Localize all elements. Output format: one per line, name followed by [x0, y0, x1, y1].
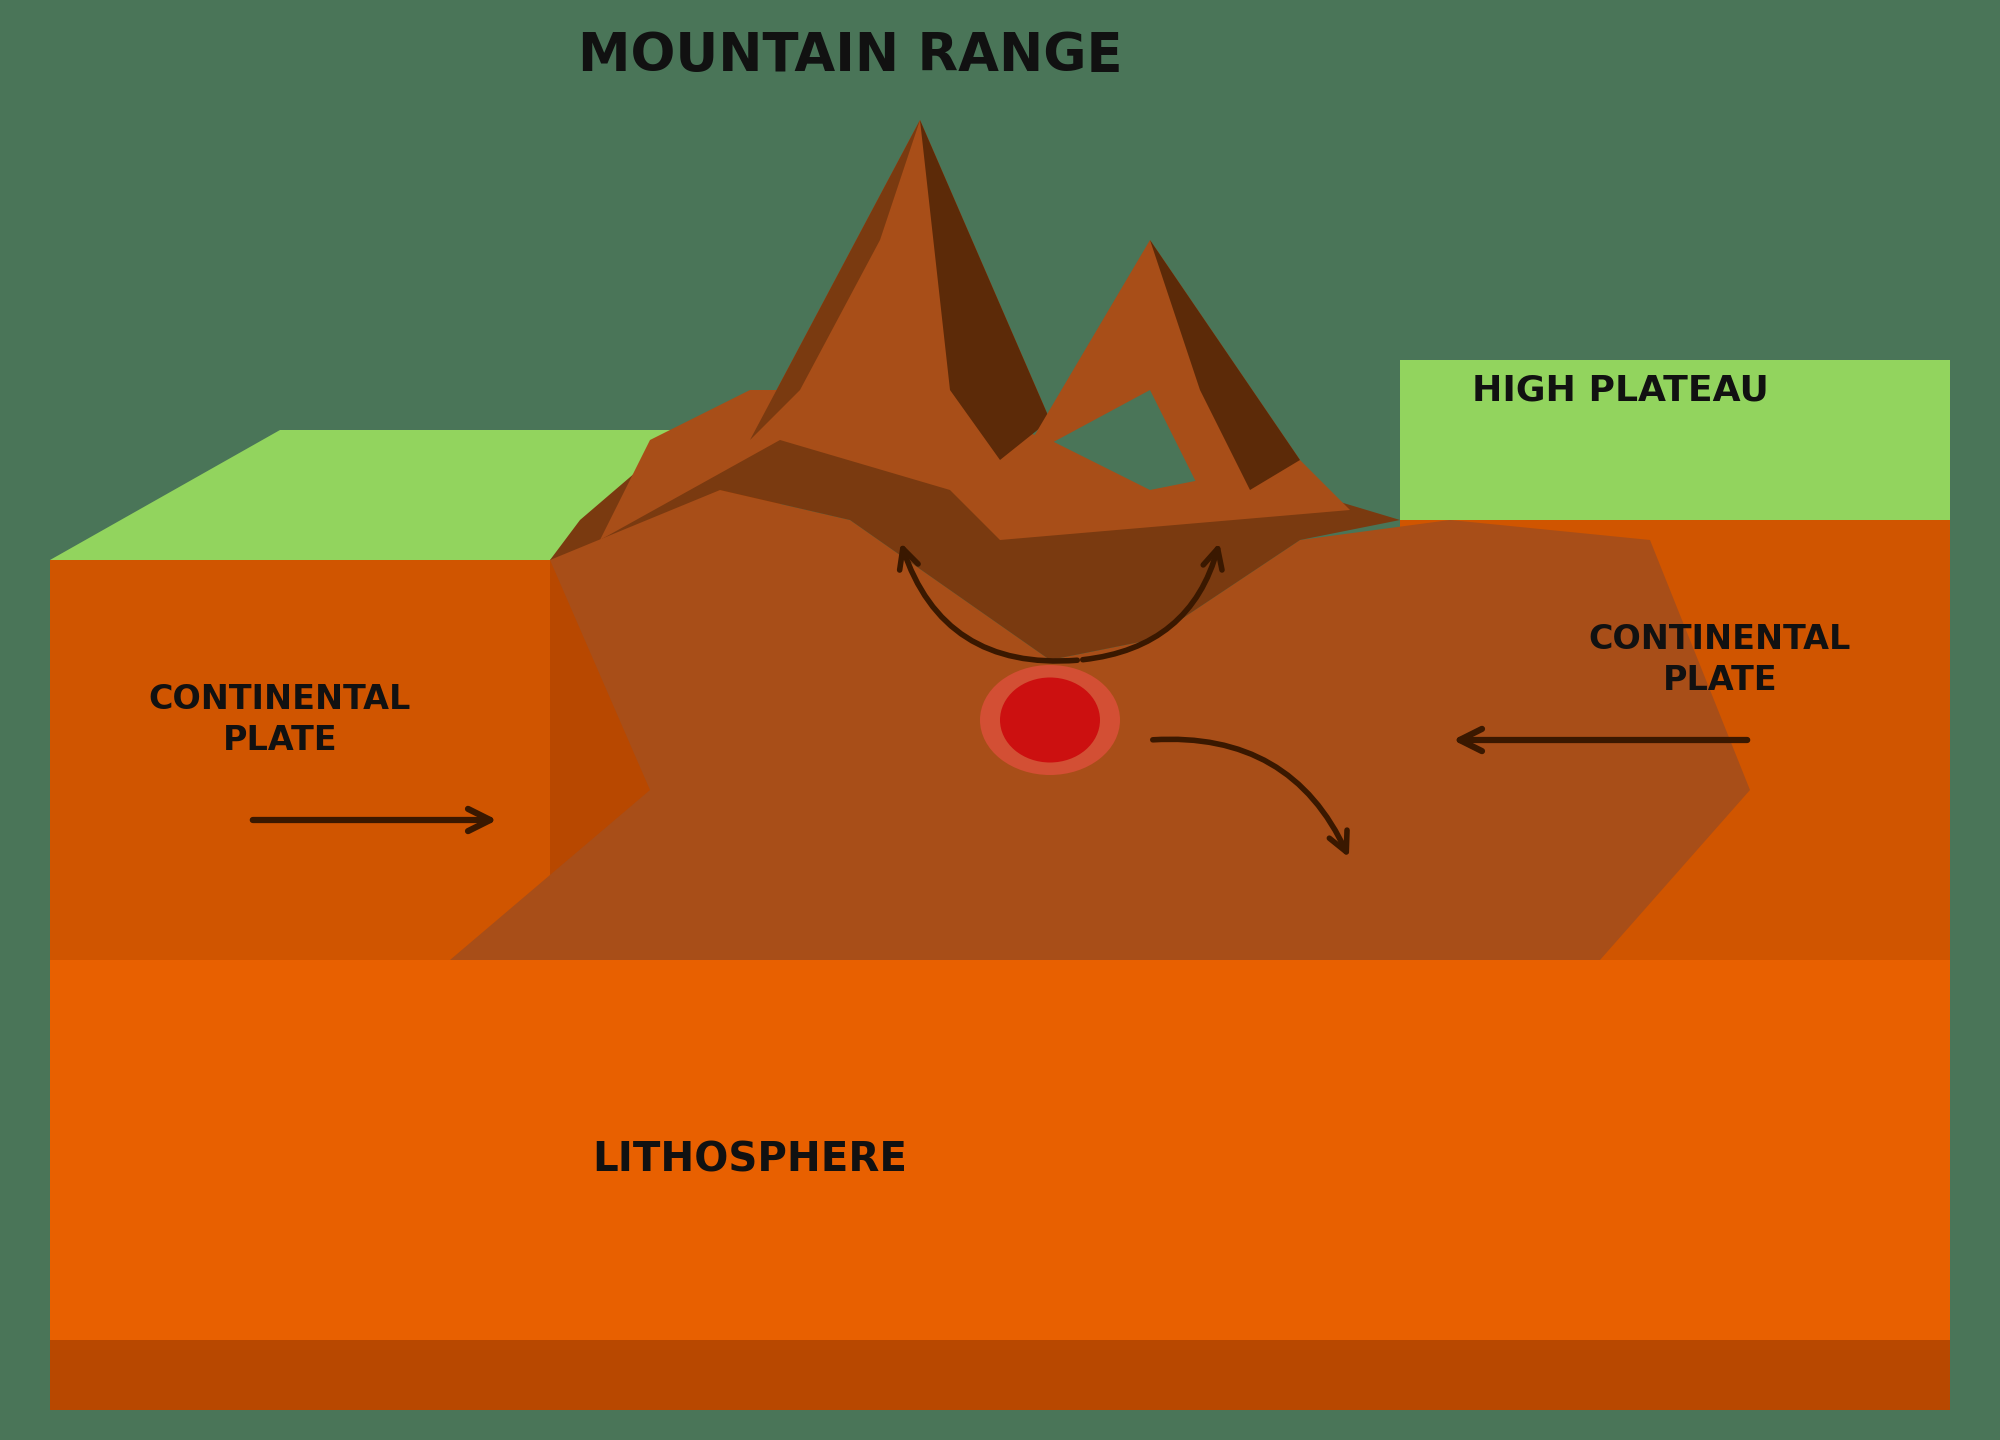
Polygon shape [1150, 240, 1300, 490]
Polygon shape [50, 431, 780, 560]
Text: CONTINENTAL
PLATE: CONTINENTAL PLATE [1588, 624, 1852, 697]
Polygon shape [50, 840, 780, 960]
Text: HIGH PLATEAU: HIGH PLATEAU [1472, 373, 1768, 408]
Text: MOUNTAIN RANGE: MOUNTAIN RANGE [578, 30, 1122, 82]
Polygon shape [750, 120, 920, 441]
Polygon shape [550, 431, 780, 960]
Polygon shape [1400, 360, 1950, 520]
Polygon shape [550, 390, 1400, 660]
Polygon shape [50, 960, 1950, 1341]
Polygon shape [600, 390, 1350, 540]
Ellipse shape [980, 665, 1120, 775]
Polygon shape [1020, 240, 1300, 490]
Text: LITHOSPHERE: LITHOSPHERE [592, 1140, 908, 1179]
Polygon shape [50, 1341, 1950, 1410]
Polygon shape [1400, 520, 1950, 960]
Polygon shape [750, 120, 1050, 459]
Polygon shape [1050, 740, 1750, 960]
Polygon shape [50, 560, 550, 960]
Polygon shape [450, 490, 1750, 960]
Polygon shape [920, 120, 1050, 459]
Text: CONTINENTAL
PLATE: CONTINENTAL PLATE [148, 683, 412, 757]
Ellipse shape [1000, 677, 1100, 763]
